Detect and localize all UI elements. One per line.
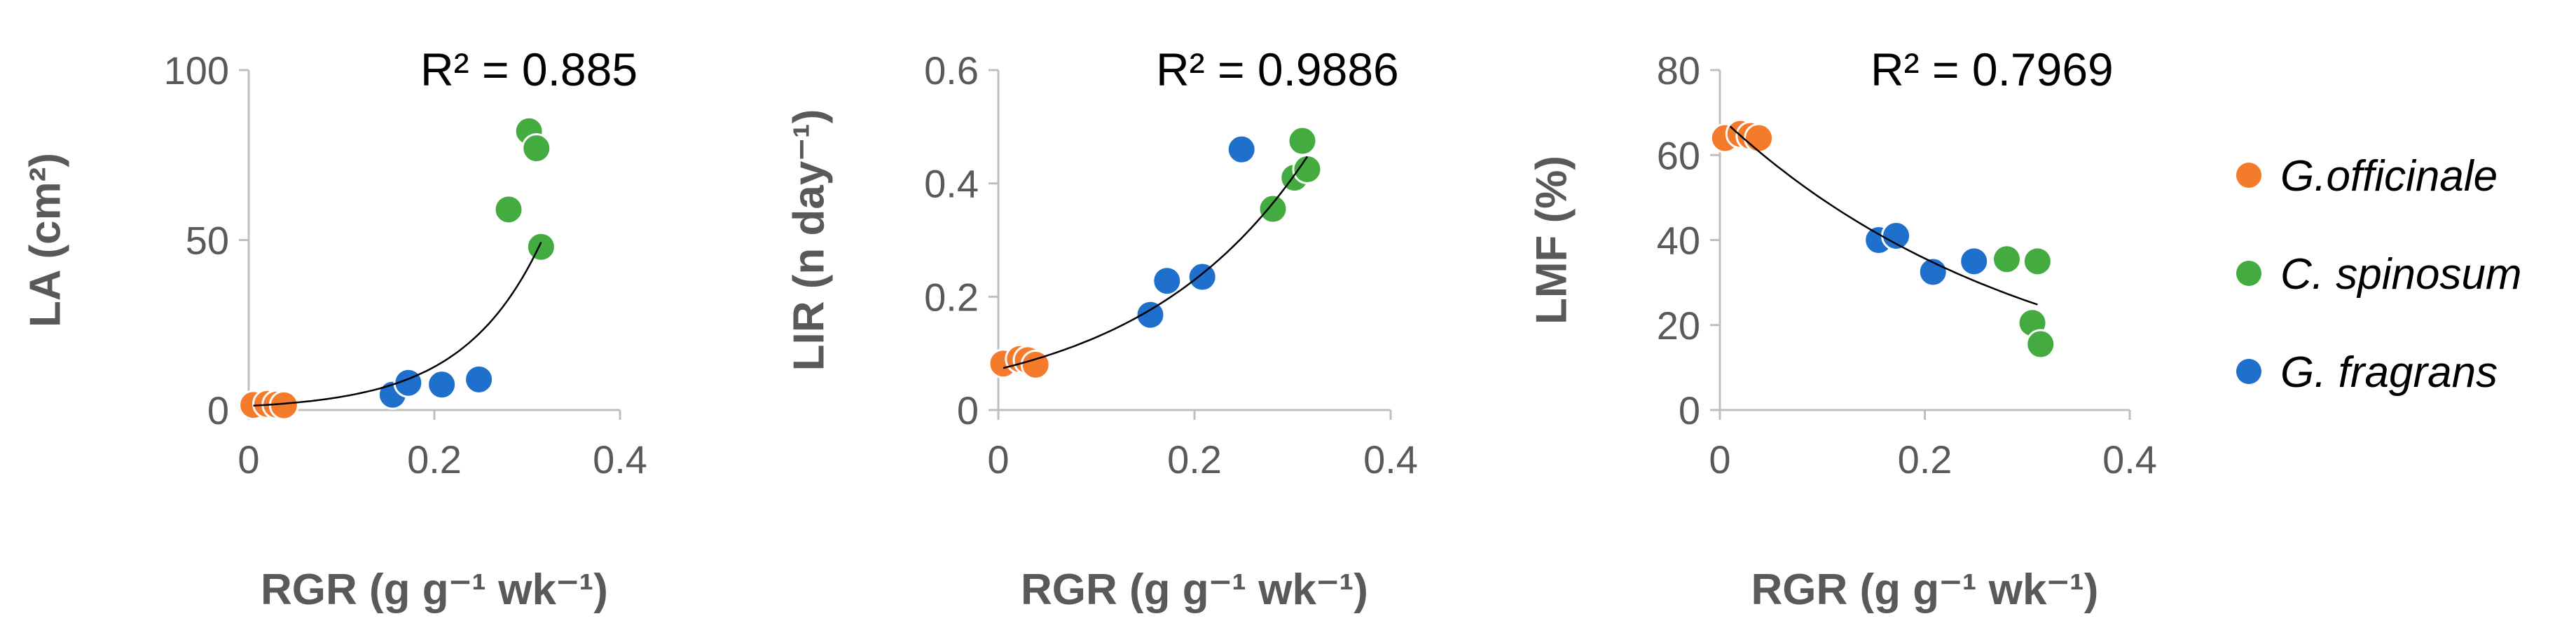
data-point [525,231,556,262]
series-g-officinale [988,343,1051,380]
data-point [2022,246,2053,277]
data-point [464,364,495,395]
x-tick-label: 0 [237,437,259,482]
data-point [1152,266,1183,296]
data-point [1744,123,1775,153]
y-axis-label: LMF (%) [1528,156,1576,325]
y-tick-label: 80 [1657,48,1700,93]
series-c-spinosum [493,116,556,262]
x-tick-label: 0 [1709,437,1730,482]
x-tick-label: 0.2 [407,437,462,482]
r-squared-annotation: R² = 0.9886 [1156,43,1399,95]
charts-container: 0 50 100 0 0.2 0.4 RGR (g g⁻¹ wk⁻¹) LA (cm²) R² … [22,43,2157,614]
chart-panel-1: 0 50 100 0 0.2 0.4 RGR (g g⁻¹ wk⁻¹) LA (cm²) R² … [22,43,647,614]
legend-label: G.officinale [2280,152,2498,200]
y-tick-label: 0.4 [924,162,979,206]
legend: G.officinale C. spinosum G. fragrans [2236,152,2522,397]
r-squared-annotation: R² = 0.7969 [1871,43,2114,95]
x-axis-label: RGR (g g⁻¹ wk⁻¹) [1751,566,2099,614]
data-point [1992,244,2022,275]
data-point [1187,261,1218,292]
legend-item: G. fragrans [2236,348,2498,397]
y-tick-label: 0 [1679,388,1700,432]
data-point [1959,246,1990,277]
series-c-spinosum [1992,244,2056,360]
series-g-fragrans [1864,220,1990,287]
data-point [1287,125,1318,156]
data-point [521,133,552,164]
series-g-fragrans [377,364,495,410]
legend-item: C. spinosum [2236,250,2522,299]
trendline [1003,156,1309,369]
y-tick-label: 0.2 [924,275,979,319]
x-tick-label: 0 [987,437,1009,482]
y-axis-label: LA (cm²) [22,153,70,327]
x-tick-label: 0.2 [1898,437,1952,482]
data-point [1135,299,1166,330]
y-tick-label: 0.6 [924,48,979,93]
x-axis-label: RGR (g g⁻¹ wk⁻¹) [261,566,608,614]
y-tick-label: 20 [1657,303,1700,348]
data-point [1226,134,1257,165]
chart-panel-2: 0 0.2 0.4 0.6 0 0.2 0.4 RGR (g g⁻¹ wk⁻¹) LIR (n … [785,43,1418,614]
data-point [2025,329,2056,360]
chart-panel-3: 0 20 40 60 80 0 0.2 0.4 RGR (g g⁻¹ wk⁻¹) LMF (%) R… [1528,43,2157,614]
x-tick-label: 0.4 [2102,437,2157,482]
trendline [1729,125,2038,306]
legend-item: G.officinale [2236,152,2498,200]
data-point [1258,193,1288,224]
trendline [253,242,542,407]
y-tick-label: 50 [186,219,229,263]
legend-marker [2236,163,2261,188]
y-axis-label: LIR (n day⁻¹) [785,109,834,371]
x-tick-label: 0.4 [1363,437,1418,482]
data-point [1292,153,1323,184]
r-squared-annotation: R² = 0.885 [420,43,638,95]
y-tick-label: 0 [957,388,979,432]
legend-marker [2236,261,2261,286]
y-tick-label: 0 [207,388,229,432]
data-point [268,390,299,421]
y-tick-label: 60 [1657,133,1700,177]
x-tick-label: 0.2 [1167,437,1222,482]
y-tick-label: 100 [164,48,229,93]
data-point [427,369,457,400]
y-tick-label: 40 [1657,219,1700,263]
legend-marker [2236,359,2261,384]
data-point [1020,349,1051,380]
series-g-fragrans [1135,134,1257,330]
x-axis-label: RGR (g g⁻¹ wk⁻¹) [1021,566,1368,614]
data-point [1881,220,1912,251]
data-point [493,194,524,225]
legend-label: G. fragrans [2280,348,2498,397]
x-tick-label: 0.4 [593,437,647,482]
legend-label: C. spinosum [2280,250,2522,299]
